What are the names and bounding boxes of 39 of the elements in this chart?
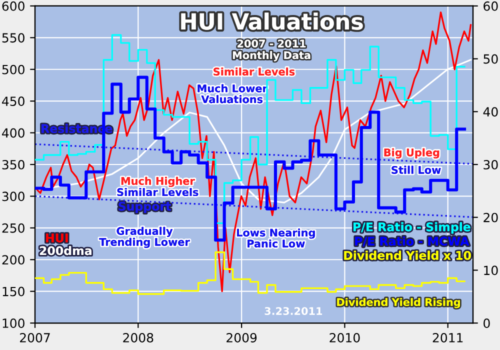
y2-tick-label: 10 bbox=[484, 266, 498, 276]
x-tick-label: 2010 bbox=[330, 332, 360, 342]
y2-tick-label: 50 bbox=[484, 54, 498, 64]
y-tick-label: 500 bbox=[2, 64, 24, 74]
y-tick-label: 400 bbox=[2, 128, 24, 138]
y-tick-label: 450 bbox=[2, 96, 24, 106]
y2-tick-label: 0 bbox=[484, 318, 490, 328]
x-tick-label: 2011 bbox=[432, 332, 463, 342]
y-tick-label: 350 bbox=[2, 160, 24, 170]
text: P/E Ratio - Simple bbox=[354, 222, 470, 234]
y-tick-label: 100 bbox=[2, 318, 24, 328]
annotation: Similar Levels bbox=[214, 68, 295, 76]
series-label: Support bbox=[118, 202, 171, 214]
y-tick-label: 250 bbox=[2, 223, 24, 233]
text: 200dma bbox=[40, 246, 92, 256]
y-tick-label: 600 bbox=[2, 1, 24, 11]
x-tick-label: 2009 bbox=[226, 332, 257, 342]
annotation: Big Upleg bbox=[384, 148, 440, 158]
y2-tick-label: 20 bbox=[484, 212, 498, 222]
line-series bbox=[35, 11, 472, 292]
annotation: Lows Nearing Panic Low bbox=[237, 228, 315, 248]
annotation: Much Higher bbox=[121, 176, 195, 188]
y2-tick-label: 40 bbox=[483, 107, 498, 117]
y-tick-label: 300 bbox=[2, 192, 24, 202]
annotation: 3.23.2011 bbox=[264, 307, 322, 315]
y2-tick-label: 30 bbox=[484, 160, 498, 170]
text: P/E Ratio - MCWA bbox=[355, 236, 470, 247]
annotation: Similar Levels bbox=[117, 188, 198, 196]
y-tick-label: 550 bbox=[2, 33, 24, 43]
annotation: Still Low bbox=[392, 166, 441, 174]
y2-tick-label: 60 bbox=[484, 1, 498, 11]
series-label: Dividend Yield x 10 bbox=[344, 250, 471, 260]
annotation: Gradually Trending Lower bbox=[99, 226, 190, 248]
y-tick-label: 150 bbox=[2, 286, 24, 296]
x-tick-label: 2007 bbox=[20, 332, 50, 342]
text: HUI bbox=[46, 234, 68, 242]
x-tick-label: 2008 bbox=[123, 332, 154, 342]
annotation: Dividend Yield Rising bbox=[337, 298, 460, 308]
y-tick-label: 200 bbox=[2, 255, 24, 265]
